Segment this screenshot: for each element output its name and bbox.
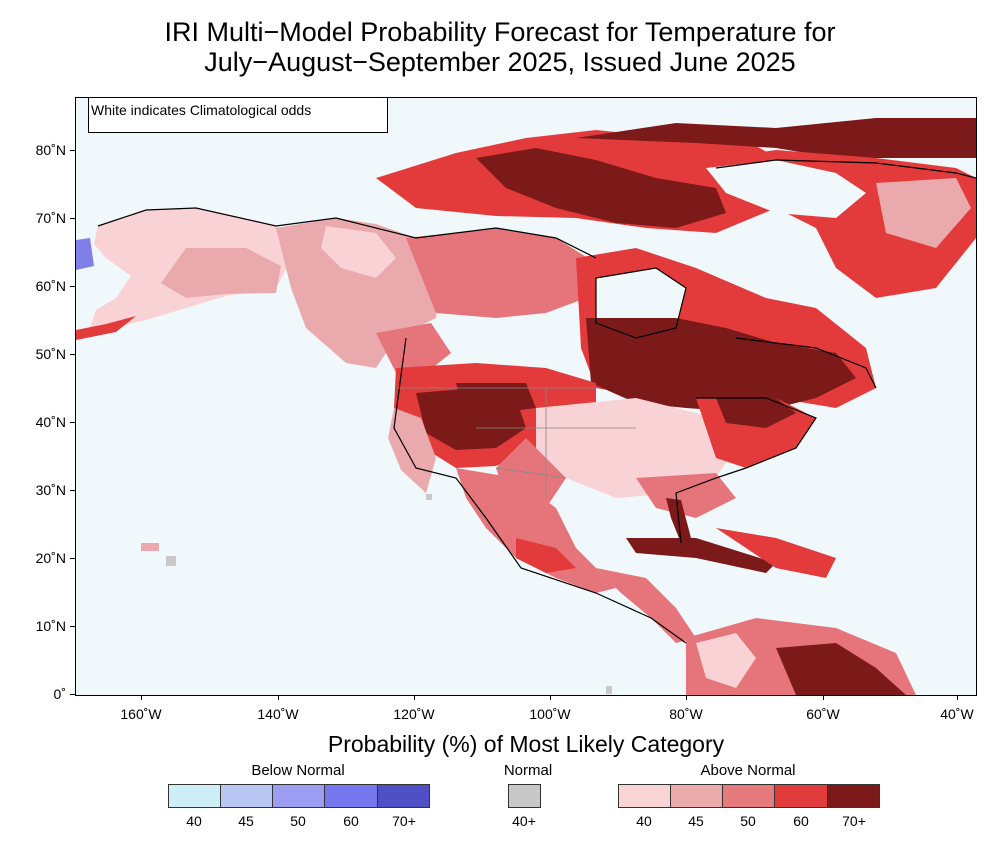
legend-above-40: 40 [618,813,670,829]
hawaii-normal [166,556,176,566]
lon-tick-80w [686,695,687,700]
legend-normal-40: 40+ [498,813,550,829]
climatology-note: White indicates Climatological odds [91,102,311,118]
lat-tick-30n [70,490,75,491]
hawaii-pink [141,543,159,551]
lon-label-80w: 80˚W [646,706,726,722]
title-line-2: July−August−September 2025, Issued June … [0,47,1000,78]
lat-label-20n: 20˚N [10,550,66,566]
swatch-below-45 [220,784,273,808]
swatch-above-45 [670,784,723,808]
lat-label-30n: 30˚N [10,482,66,498]
lat-label-80n: 80˚N [10,142,66,158]
lat-tick-60n [70,286,75,287]
legend-above-50: 50 [722,813,774,829]
map-canvas [76,98,976,695]
legend-above-60: 60 [775,813,827,829]
lon-tick-40w [957,695,958,700]
lat-tick-80n [70,150,75,151]
swatch-above-50 [722,784,775,808]
lat-tick-20n [70,558,75,559]
swatch-above-40 [618,784,671,808]
lat-label-60n: 60˚N [10,278,66,294]
legend-below-40: 40 [168,813,220,829]
legend-below-45: 45 [220,813,272,829]
lon-label-160w: 160˚W [101,706,181,722]
lon-label-120w: 120˚W [374,706,454,722]
swatch-above-70 [827,784,880,808]
swatch-above-60 [774,784,828,808]
lat-tick-0 [70,694,75,695]
swatch-normal-40 [508,784,541,808]
lat-tick-40n [70,422,75,423]
climatology-note-box: White indicates Climatological odds [88,97,388,133]
legend-above-70: 70+ [828,813,880,829]
lon-tick-140w [278,695,279,700]
lat-tick-70n [70,218,75,219]
legend-below-50: 50 [272,813,324,829]
lat-label-50n: 50˚N [10,346,66,362]
lon-tick-60w [823,695,824,700]
swatch-below-50 [272,784,325,808]
lon-label-40w: 40˚W [917,706,997,722]
lon-tick-120w [414,695,415,700]
lat-label-70n: 70˚N [10,210,66,226]
title-line-1: IRI Multi−Model Probability Forecast for… [0,17,1000,48]
legend-below-label: Below Normal [218,762,378,779]
legend-below-60: 60 [325,813,377,829]
lon-label-100w: 100˚W [510,706,590,722]
forecast-map [75,97,977,696]
lon-label-140w: 140˚W [238,706,318,722]
swatch-below-70 [377,784,430,808]
lat-tick-10n [70,626,75,627]
swatch-below-40 [168,784,221,808]
swatch-below-60 [324,784,378,808]
legend-normal-label: Normal [488,762,568,779]
legend-below-70: 70+ [378,813,430,829]
lon-tick-160w [141,695,142,700]
lon-tick-100w [550,695,551,700]
normal-pixel-1 [426,494,432,500]
lat-label-10n: 10˚N [10,618,66,634]
legend-above-45: 45 [670,813,722,829]
lat-label-40n: 40˚N [10,414,66,430]
lat-label-0: 0˚ [10,686,66,702]
legend-title: Probability (%) of Most Likely Category [0,731,1000,758]
normal-pixel-2 [606,686,612,694]
lat-tick-50n [70,354,75,355]
lon-label-60w: 60˚W [783,706,863,722]
legend-above-label: Above Normal [668,762,828,779]
